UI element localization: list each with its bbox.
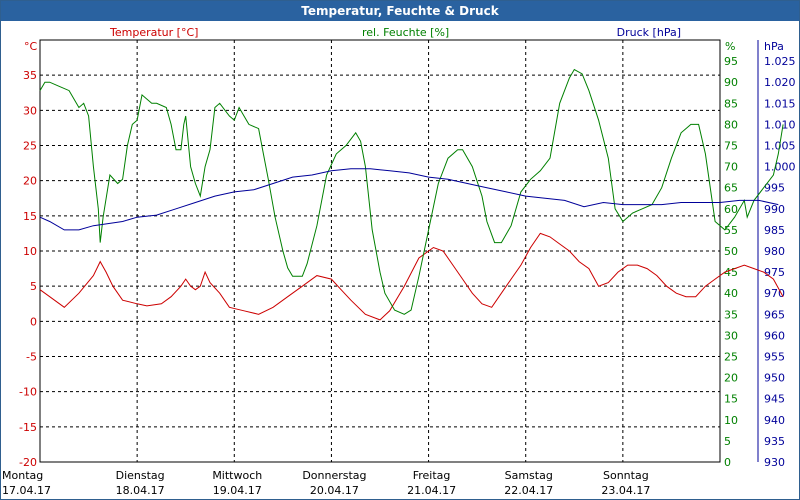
y-tick-humidity: 90 <box>724 76 738 89</box>
y-tick-temperature: 25 <box>23 140 37 153</box>
y-tick-temperature: 5 <box>30 280 37 293</box>
y-tick-pressure: 980 <box>764 245 785 258</box>
y-tick-pressure: 995 <box>764 182 785 195</box>
series-line-right1 <box>39 68 784 315</box>
x-tick-day: Samstag <box>505 469 553 482</box>
y-tick-pressure: 1.015 <box>764 97 796 110</box>
x-tick-date: 23.04.17 <box>601 484 650 497</box>
series-line-right2 <box>39 168 779 231</box>
x-tick-day: Sonntag <box>603 469 649 482</box>
y-axis-unit-humidity: % <box>725 40 735 53</box>
legend-entry: Druck [hPa] <box>617 26 681 39</box>
y-tick-humidity: 80 <box>724 118 738 131</box>
y-tick-humidity: 45 <box>724 266 738 279</box>
chart-title: Temperatur, Feuchte & Druck <box>1 1 799 21</box>
y-tick-pressure: 1.020 <box>764 76 796 89</box>
y-tick-pressure: 940 <box>764 414 785 427</box>
y-tick-temperature: 20 <box>23 175 37 188</box>
y-tick-humidity: 20 <box>724 372 738 385</box>
x-tick-date: 20.04.17 <box>310 484 359 497</box>
y-tick-humidity: 35 <box>724 308 738 321</box>
y-tick-humidity: 25 <box>724 351 738 364</box>
y-tick-temperature: 15 <box>23 210 37 223</box>
y-tick-pressure: 990 <box>764 203 785 216</box>
y-tick-temperature: -15 <box>19 421 37 434</box>
y-tick-temperature: -10 <box>19 386 37 399</box>
y-axis-unit-pressure: hPa <box>764 40 784 53</box>
y-tick-humidity: 50 <box>724 245 738 258</box>
y-tick-humidity: 95 <box>724 55 738 68</box>
x-tick-day: Donnerstag <box>302 469 366 482</box>
y-tick-humidity: 75 <box>724 140 738 153</box>
y-tick-humidity: 30 <box>724 329 738 342</box>
y-tick-humidity: 40 <box>724 287 738 300</box>
x-tick-date: 21.04.17 <box>407 484 456 497</box>
y-tick-temperature: 10 <box>23 245 37 258</box>
legend-entry: Temperatur [°C] <box>109 26 198 39</box>
y-tick-temperature: 0 <box>30 315 37 328</box>
y-tick-pressure: 950 <box>764 372 785 385</box>
y-tick-pressure: 960 <box>764 329 785 342</box>
y-tick-humidity: 60 <box>724 203 738 216</box>
y-tick-temperature: 30 <box>23 104 37 117</box>
y-tick-pressure: 965 <box>764 308 785 321</box>
series-line-left <box>39 232 784 321</box>
x-tick-day: Mittwoch <box>212 469 262 482</box>
y-tick-temperature: -20 <box>19 456 37 469</box>
x-tick-day: Dienstag <box>116 469 165 482</box>
y-tick-pressure: 955 <box>764 351 785 364</box>
y-tick-pressure: 945 <box>764 393 785 406</box>
x-tick-day: Freitag <box>413 469 451 482</box>
y-tick-pressure: 1.000 <box>764 161 796 174</box>
y-tick-humidity: 0 <box>724 456 731 469</box>
y-tick-humidity: 65 <box>724 182 738 195</box>
y-tick-pressure: 1.025 <box>764 55 796 68</box>
y-tick-humidity: 55 <box>724 224 738 237</box>
y-tick-pressure: 935 <box>764 435 785 448</box>
x-tick-date: 17.04.17 <box>2 484 51 497</box>
y-tick-humidity: 5 <box>724 435 731 448</box>
y-tick-pressure: 975 <box>764 266 785 279</box>
x-tick-day: Montag <box>2 469 43 482</box>
x-tick-date: 19.04.17 <box>213 484 262 497</box>
y-tick-humidity: 10 <box>724 414 738 427</box>
legend-entry: rel. Feuchte [%] <box>362 26 449 39</box>
y-tick-temperature: -5 <box>26 351 37 364</box>
y-tick-pressure: 930 <box>764 456 785 469</box>
x-tick-date: 22.04.17 <box>504 484 553 497</box>
y-tick-humidity: 15 <box>724 393 738 406</box>
y-axis-unit-temperature: °C <box>24 40 38 53</box>
y-tick-humidity: 70 <box>724 161 738 174</box>
y-tick-pressure: 1.010 <box>764 118 796 131</box>
y-tick-humidity: 85 <box>724 97 738 110</box>
y-tick-temperature: 35 <box>23 69 37 82</box>
y-tick-pressure: 985 <box>764 224 785 237</box>
x-tick-date: 18.04.17 <box>116 484 165 497</box>
